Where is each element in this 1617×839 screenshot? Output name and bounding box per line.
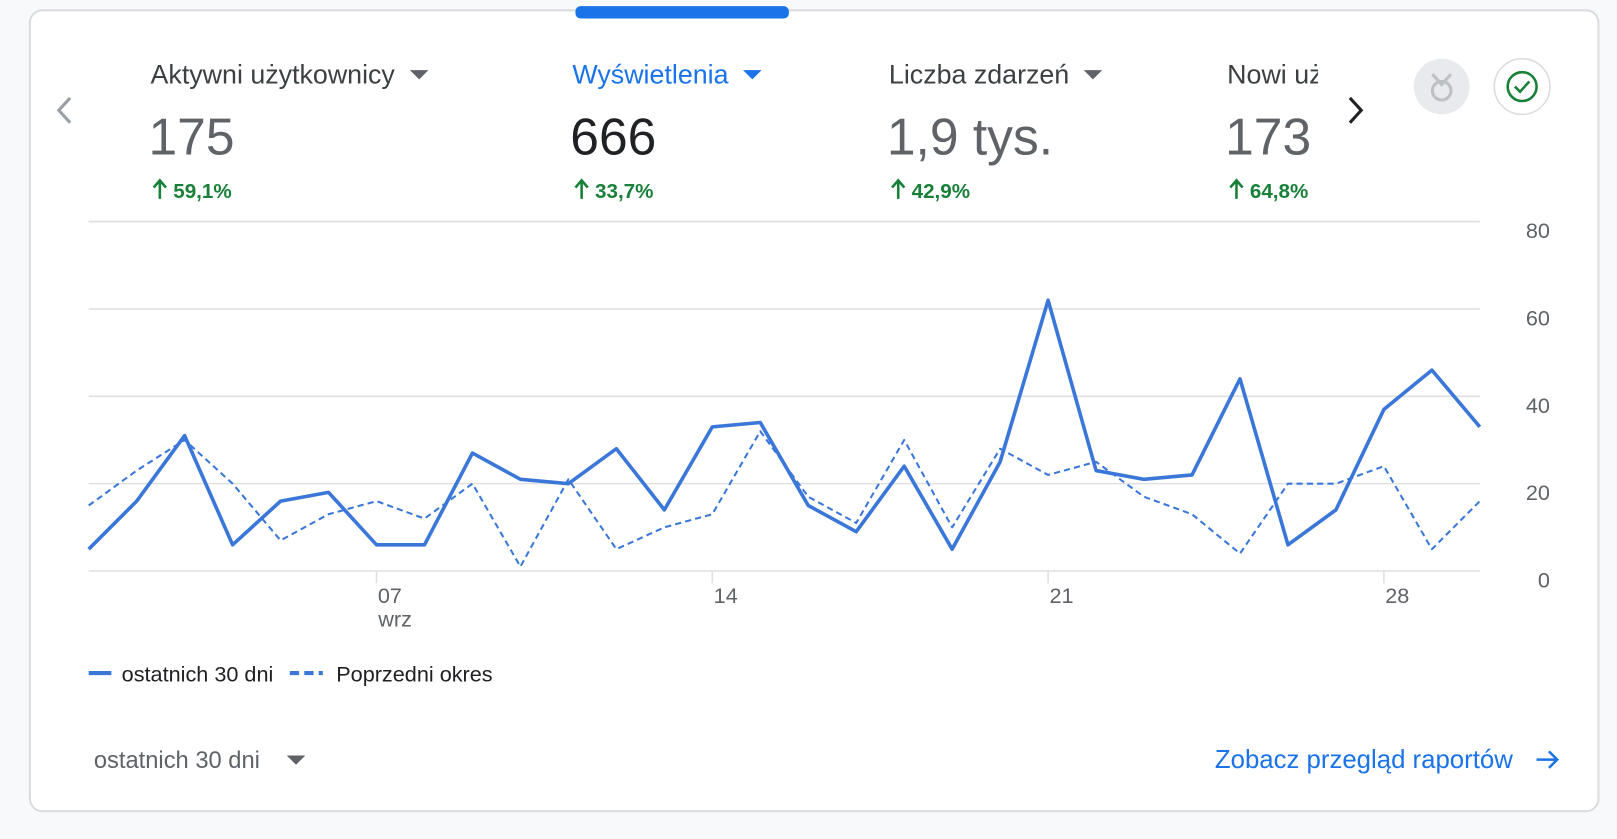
prev-button[interactable] [56,96,72,124]
trend-arrow [152,178,168,199]
metric-dropdown-arrow [1083,70,1103,80]
metric-title: Liczba zdarzeń [889,59,1069,89]
x-tick-label: 28 [1385,583,1409,608]
metric-tab[interactable]: Nowi użytkownicy 173 64,8% [1225,59,1439,202]
trend-arrow [574,178,589,199]
trend-arrow [891,178,906,199]
y-tick-label: 0 [1538,568,1550,593]
metric-dropdown-arrow [409,70,429,80]
link-arrow[interactable] [1536,750,1560,769]
metric-title: Nowi użytkownicy [1227,59,1439,89]
metric-tab[interactable]: Wyświetlenia 666 33,7% [570,59,728,202]
metric-title: Aktywni użytkownicy [151,59,396,89]
series-line [88,430,1481,568]
period-selector[interactable]: ostatnich 30 dni [94,748,260,774]
x-month-label: wrz [377,607,412,632]
metric-change: 42,9% [912,180,970,203]
tab-indicator [575,6,789,19]
y-tick-label: 20 [1526,480,1550,505]
report-link[interactable]: Zobacz przegląd raportów [1215,746,1513,774]
metric-value: 1,9 tys. [887,108,1053,166]
trend-arrow [1229,178,1244,199]
metric-change: 33,7% [595,180,653,203]
metric-value: 666 [570,108,656,166]
metric-tab[interactable]: Aktywni użytkownicy 175 59,1% [149,59,396,202]
metric-change: 59,1% [173,180,231,203]
series-line [87,298,1482,551]
status-button[interactable] [1493,57,1551,116]
x-tick-label: 21 [1049,583,1073,608]
metric-value: 175 [149,108,235,166]
y-tick-label: 40 [1526,393,1550,418]
metric-value: 173 [1225,108,1311,166]
legend-label: ostatnich 30 dni [122,661,274,686]
badge-button[interactable] [1413,58,1470,115]
metric-change: 64,8% [1250,180,1308,203]
card [28,9,1600,813]
next-button[interactable] [1348,96,1364,124]
x-tick-label: 14 [714,583,738,608]
legend-label: Poprzedni okres [336,661,493,686]
metric-title: Wyświetlenia [572,59,728,89]
metric-dropdown-arrow [743,70,762,80]
metric-tab[interactable]: Liczba zdarzeń 1,9 tys. 42,9% [887,59,1069,202]
y-tick-label: 80 [1526,218,1550,243]
period-dropdown-arrow [286,755,306,765]
x-tick-label: 07 [378,583,402,608]
y-tick-label: 60 [1526,305,1550,330]
